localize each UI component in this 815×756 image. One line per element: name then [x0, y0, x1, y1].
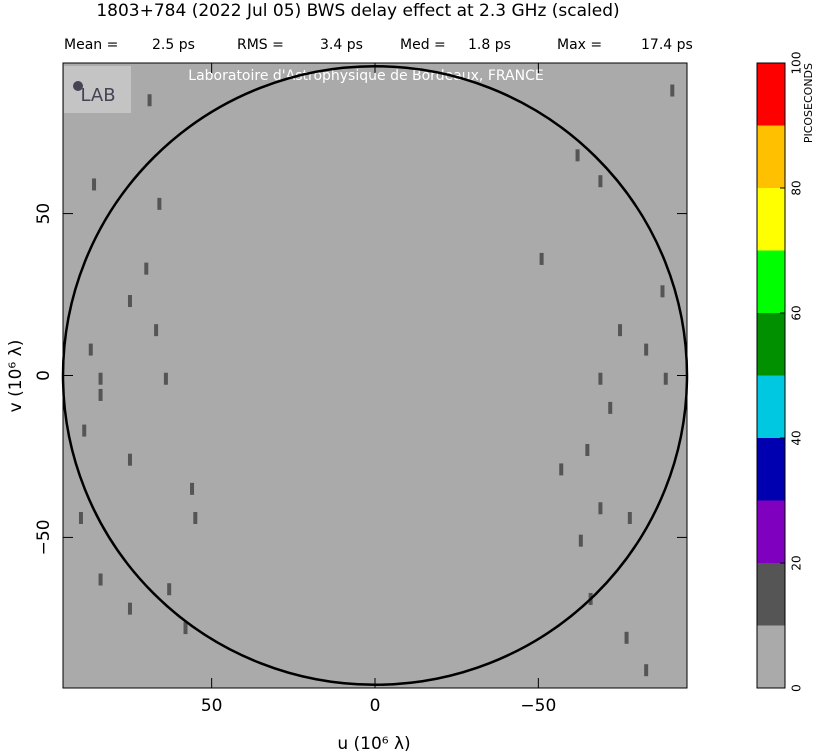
spot: [157, 197, 162, 210]
spot: [598, 372, 603, 385]
spot: [598, 502, 603, 515]
colorbar-tick-label: 60: [790, 305, 804, 320]
spot: [618, 324, 623, 337]
spot: [183, 622, 188, 635]
spot: [82, 424, 87, 437]
spot: [559, 463, 564, 476]
spot: [663, 372, 668, 385]
spot: [660, 285, 665, 298]
spot: [190, 482, 195, 495]
colorbar-segment: [757, 125, 785, 188]
spot: [193, 511, 198, 524]
colorbar-segment: [757, 438, 785, 501]
colorbar-tick-label: 0: [790, 684, 804, 692]
spot: [670, 84, 675, 97]
spot: [598, 175, 603, 188]
spot: [98, 372, 103, 385]
x-axis-label: u (10⁶ λ): [337, 734, 410, 754]
spot: [585, 443, 590, 456]
spot: [624, 631, 629, 644]
colorbar-tick-label: 100: [790, 52, 804, 75]
y-tick-label: 0: [34, 370, 54, 381]
colorbar-segment: [757, 250, 785, 313]
spot: [578, 534, 583, 547]
colorbar-segment: [757, 313, 785, 376]
stat-label: Max =: [557, 37, 602, 53]
stat-value: 3.4 ps: [320, 37, 363, 53]
spot: [127, 602, 132, 615]
stat-label: Mean =: [64, 37, 118, 53]
spot: [98, 573, 103, 586]
spot: [575, 149, 580, 162]
spot: [88, 343, 93, 356]
spot: [163, 372, 168, 385]
colorbar-segment: [757, 188, 785, 251]
spot: [644, 664, 649, 677]
stat-value: 1.8 ps: [468, 37, 511, 53]
spot: [92, 178, 97, 191]
chart-title: 1803+784 (2022 Jul 05) BWS delay effect …: [96, 1, 619, 21]
stat-label: RMS =: [237, 37, 284, 53]
colorbar-tick-label: 80: [790, 180, 804, 195]
colorbar-segment: [757, 63, 785, 126]
spot: [627, 511, 632, 524]
stat-value: 17.4 ps: [641, 37, 693, 53]
spot: [78, 511, 83, 524]
watermark: Laboratoire d'Astrophysique de Bordeaux,…: [188, 68, 543, 84]
spot: [147, 94, 152, 107]
spot: [144, 262, 149, 275]
spot: [127, 295, 132, 308]
colorbar-segment: [757, 375, 785, 438]
spot: [167, 583, 172, 596]
spot: [154, 324, 159, 337]
spot: [608, 401, 613, 414]
spot: [98, 388, 103, 401]
x-tick-label: 0: [370, 696, 381, 716]
colorbar-frame: [756, 62, 786, 689]
y-axis-label: v (10⁶ λ): [6, 340, 26, 413]
colorbar-segment: [757, 563, 785, 626]
plot-area: [63, 63, 687, 688]
logo-text: LAB: [80, 85, 115, 106]
stat-label: Med =: [400, 37, 446, 53]
colorbar-label: PICOSECONDS: [802, 63, 815, 143]
spot: [127, 453, 132, 466]
spot: [539, 252, 544, 265]
colorbar-segment: [757, 625, 785, 688]
y-tick-label: 50: [34, 203, 54, 225]
stat-value: 2.5 ps: [152, 37, 195, 53]
x-tick-label: 50: [201, 696, 223, 716]
spot: [644, 343, 649, 356]
colorbar-tick-label: 20: [790, 555, 804, 570]
x-tick-label: −50: [520, 696, 556, 716]
logo-dot: [73, 81, 83, 91]
y-tick-label: −50: [34, 519, 54, 555]
colorbar-tick-label: 40: [790, 430, 804, 445]
colorbar-segment: [757, 500, 785, 563]
